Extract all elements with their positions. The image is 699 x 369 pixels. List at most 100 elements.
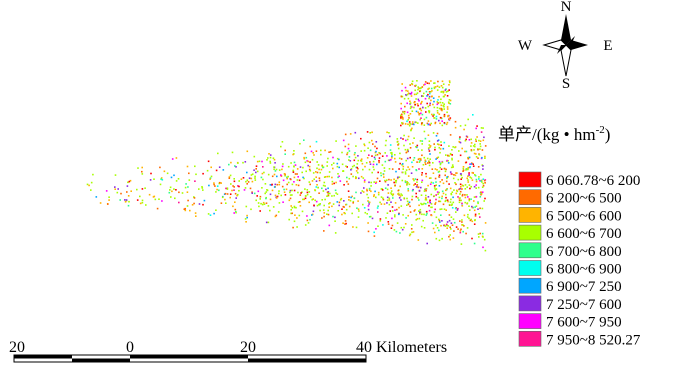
map-pixel [437, 227, 439, 229]
map-pixel [481, 131, 483, 133]
map-pixel [304, 188, 306, 190]
map-pixel [175, 189, 177, 191]
map-pixel [150, 179, 152, 181]
map-pixel [460, 186, 462, 188]
map-pixel [437, 112, 439, 114]
map-pixel [324, 185, 326, 187]
map-pixel [435, 199, 437, 201]
map-pixel [299, 180, 301, 182]
map-pixel [412, 121, 414, 123]
map-pixel [128, 201, 130, 203]
map-pixel [460, 173, 462, 175]
legend-title: 单产/(kg • hm-2) [498, 124, 610, 144]
map-pixel [323, 230, 325, 232]
map-pixel [380, 175, 382, 177]
map-pixel [312, 152, 314, 154]
map-pixel [421, 149, 423, 151]
map-pixel [445, 154, 447, 156]
map-pixel [428, 106, 430, 108]
map-pixel [462, 205, 464, 207]
map-pixel [291, 190, 293, 192]
map-pixel [411, 92, 413, 94]
map-pixel [373, 181, 375, 183]
map-pixel [451, 222, 453, 224]
map-pixel [302, 199, 304, 201]
map-pixel [449, 239, 451, 241]
map-pixel [424, 84, 426, 86]
map-pixel [475, 184, 477, 186]
map-pixel [274, 159, 276, 161]
map-pixel [408, 98, 410, 100]
map-pixel [438, 201, 440, 203]
map-pixel [399, 163, 401, 165]
map-pixel [420, 117, 422, 119]
map-pixel [457, 208, 459, 210]
map-pixel [415, 98, 417, 100]
map-pixel [434, 149, 436, 151]
map-pixel [450, 171, 452, 173]
map-pixel [431, 114, 433, 116]
map-pixel [485, 145, 487, 147]
map-pixel [473, 200, 475, 202]
map-pixel [410, 123, 412, 125]
map-pixel [261, 187, 263, 189]
legend-title-text: ) [605, 125, 611, 144]
map-pixel [410, 234, 412, 236]
map-pixel [452, 197, 454, 199]
map-pixel [453, 189, 455, 191]
map-pixel [245, 181, 247, 183]
map-pixel [421, 143, 423, 145]
map-pixel [279, 202, 281, 204]
map-pixel [449, 234, 451, 236]
map-pixel [475, 140, 477, 142]
map-pixel [451, 167, 453, 169]
map-pixel [377, 172, 379, 174]
map-pixel [468, 167, 470, 169]
map-pixel [353, 165, 355, 167]
map-pixel [391, 152, 393, 154]
map-pixel [406, 103, 408, 105]
map-pixel [443, 108, 445, 110]
map-pixel [245, 221, 247, 223]
map-pixel [443, 148, 445, 150]
map-pixel [364, 145, 366, 147]
map-pixel [292, 184, 294, 186]
map-pixel [314, 200, 316, 202]
map-pixel [355, 157, 357, 159]
map-pixel [397, 177, 399, 179]
map-pixel [454, 222, 456, 224]
map-pixel [362, 163, 364, 165]
map-pixel [403, 227, 405, 229]
map-pixel [126, 191, 128, 193]
map-pixel [246, 215, 248, 217]
map-pixel [439, 108, 441, 110]
map-pixel [386, 202, 388, 204]
map-pixel [387, 189, 389, 191]
map-pixel [247, 180, 249, 182]
map-pixel [436, 169, 438, 171]
map-pixel [476, 136, 478, 138]
map-pixel [419, 160, 421, 162]
map-pixel [90, 189, 92, 191]
map-pixel [455, 127, 457, 129]
map-pixel [343, 184, 345, 186]
map-pixel [319, 210, 321, 212]
map-pixel [338, 205, 340, 207]
map-pixel [427, 162, 429, 164]
map-pixel [429, 140, 431, 142]
map-pixel [443, 103, 445, 105]
map-pixel [392, 225, 394, 227]
map-pixel [443, 105, 445, 107]
map-pixel [357, 155, 359, 157]
map-pixel [357, 172, 359, 174]
map-pixel [293, 165, 295, 167]
map-pixel [277, 184, 279, 186]
map-pixel [452, 191, 454, 193]
map-pixel [447, 116, 449, 118]
map-pixel [432, 222, 434, 224]
map-pixel [461, 221, 463, 223]
map-pixel [219, 166, 221, 168]
map-pixel [452, 164, 454, 166]
map-pixel [450, 188, 452, 190]
map-pixel [405, 171, 407, 173]
